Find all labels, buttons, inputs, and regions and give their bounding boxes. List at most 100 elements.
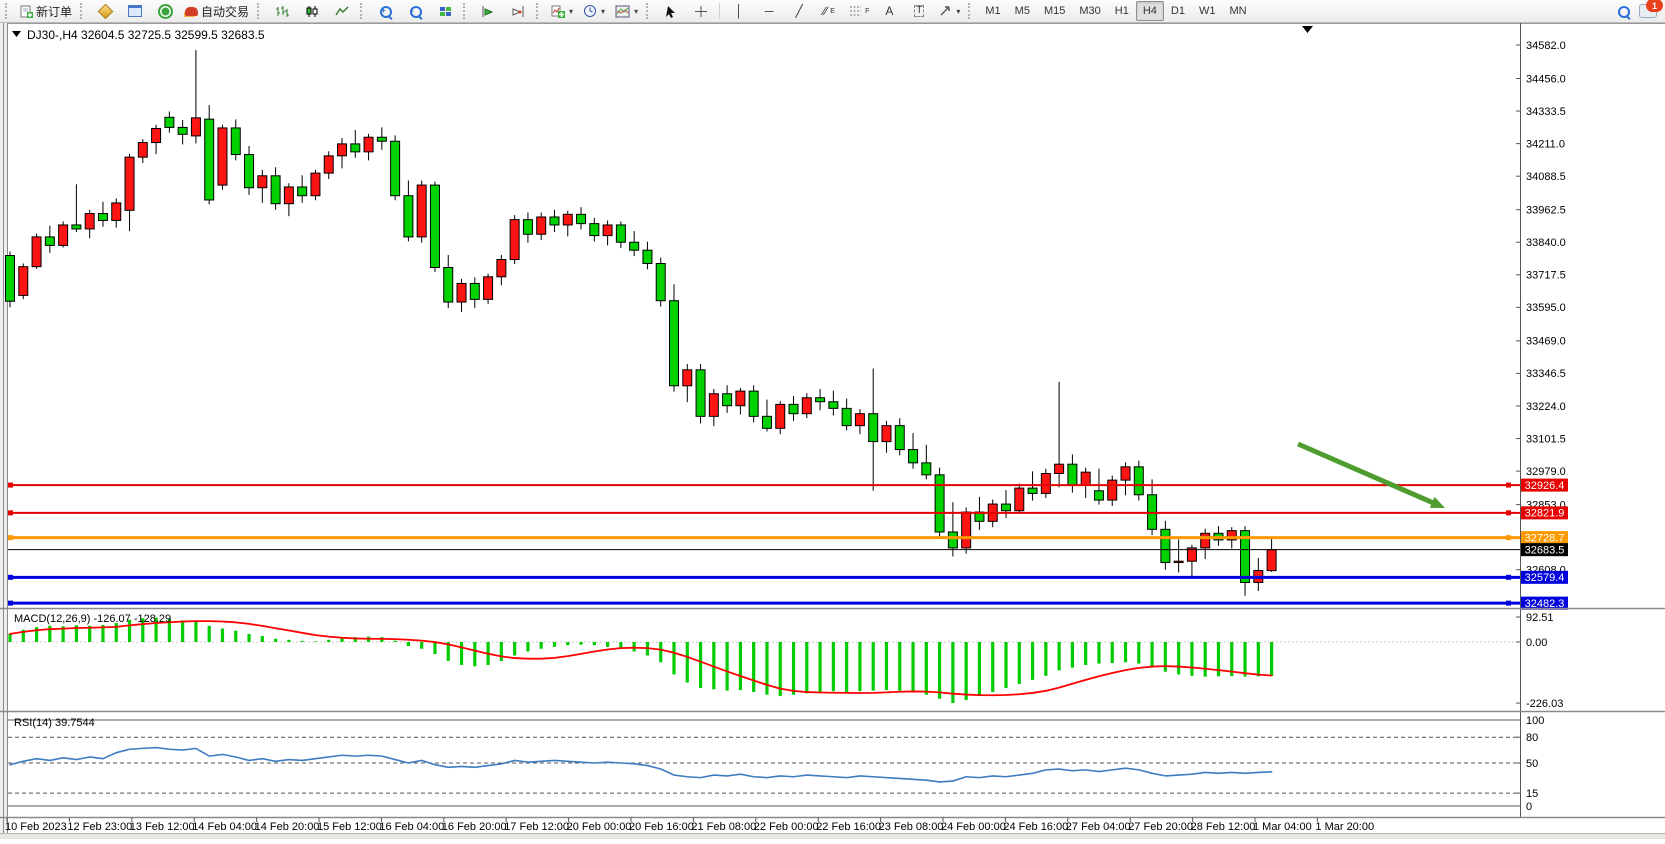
toolbar-grip	[80, 3, 87, 19]
svg-text:24 Feb 16:00: 24 Feb 16:00	[1003, 821, 1068, 833]
window-marker-icon	[1302, 26, 1313, 33]
toolbar-grip	[257, 3, 264, 19]
cursor-button[interactable]	[657, 0, 685, 22]
indicators-icon	[551, 5, 566, 18]
timeframe-m30[interactable]: M30	[1079, 5, 1101, 17]
zoom-in-button[interactable]: +	[371, 0, 399, 22]
fibonacci-button[interactable]: F	[845, 0, 873, 22]
svg-text:20 Feb 00:00: 20 Feb 00:00	[567, 821, 632, 833]
svg-text:32821.9: 32821.9	[1525, 508, 1565, 520]
horizontal-line-button[interactable]: ─	[755, 0, 783, 22]
market-watch-button[interactable]	[91, 0, 119, 22]
cursor-icon	[666, 5, 676, 18]
vertical-line-button[interactable]: │	[725, 0, 753, 22]
text-button[interactable]: A	[875, 0, 903, 22]
svg-text:24 Feb 00:00: 24 Feb 00:00	[941, 821, 1006, 833]
autotrading-button[interactable]: 自动交易	[181, 0, 253, 22]
data-window-icon	[128, 5, 143, 17]
candlestick-chart-button[interactable]	[298, 0, 326, 22]
chart-canvas[interactable]: DJ30-,H4 32604.5 32725.5 32599.5 32683.5…	[0, 23, 1665, 839]
notifications-icon[interactable]: 1	[1639, 0, 1663, 18]
equidistant-channel-icon: ∕∕	[823, 4, 828, 18]
crosshair-icon	[695, 5, 708, 17]
svg-text:DJ30-,H4 32604.5 32725.5 3259: DJ30-,H4 32604.5 32725.5 32599.5 32683.5	[27, 28, 265, 42]
dropdown-caret: ▾	[634, 6, 639, 16]
arrows-button[interactable]: ▾	[935, 0, 964, 22]
svg-text:27 Feb 20:00: 27 Feb 20:00	[1128, 821, 1193, 833]
new-order-icon	[20, 5, 33, 18]
templates-button[interactable]: ▾	[611, 0, 642, 22]
svg-text:33717.5: 33717.5	[1526, 270, 1566, 282]
svg-text:34211.0: 34211.0	[1526, 138, 1565, 150]
text-icon: A	[885, 4, 894, 18]
svg-text:32926.4: 32926.4	[1525, 480, 1565, 492]
bottom-strip	[0, 833, 1665, 839]
bar-chart-button[interactable]	[268, 0, 296, 22]
chart-window[interactable]: DJ30-,H4 32604.5 32725.5 32599.5 32683.5…	[0, 23, 1665, 839]
templates-icon	[615, 5, 630, 17]
svg-text:32683.5: 32683.5	[1525, 544, 1565, 556]
timeframe-m1[interactable]: M1	[985, 5, 1001, 17]
line-chart-button[interactable]	[328, 0, 356, 22]
dropdown-caret: ▾	[569, 6, 574, 16]
toolbar-grip	[968, 3, 975, 19]
svg-text:33469.0: 33469.0	[1526, 336, 1566, 348]
svg-text:33101.5: 33101.5	[1526, 433, 1566, 445]
timeframe-w1[interactable]: W1	[1198, 5, 1216, 17]
timeframe-d1[interactable]: D1	[1170, 5, 1185, 17]
toolbar-grip	[536, 3, 543, 19]
data-window-button[interactable]	[121, 0, 149, 22]
text-label-button[interactable]: T	[905, 0, 933, 22]
timeframe-m5[interactable]: M5	[1014, 5, 1030, 17]
zoom-out-icon: -	[409, 5, 423, 20]
timeframe-m15[interactable]: M15	[1043, 5, 1066, 17]
svg-text:34582.0: 34582.0	[1526, 40, 1566, 52]
svg-text:14 Feb 20:00: 14 Feb 20:00	[255, 821, 320, 833]
pane-separators[interactable]	[0, 607, 1665, 819]
search-icon[interactable]	[1618, 5, 1631, 20]
chart-shift-button[interactable]	[504, 0, 532, 22]
svg-text:80: 80	[1526, 732, 1538, 744]
crosshair-button[interactable]	[687, 0, 715, 22]
horizontal-line-icon: ─	[764, 4, 774, 18]
indicators-button[interactable]: ▾	[547, 0, 577, 22]
bar-chart-icon	[276, 5, 290, 17]
svg-text:32728.7: 32728.7	[1525, 532, 1565, 544]
toolbar-grip	[5, 3, 12, 19]
svg-text:-226.03: -226.03	[1526, 698, 1563, 710]
channel-button[interactable]: ∕∕ E	[823, 4, 835, 18]
timeframe-h4[interactable]: H4	[1135, 1, 1164, 21]
tile-windows-button[interactable]	[431, 0, 459, 22]
timeframe-mn[interactable]: MN	[1229, 5, 1247, 17]
toolbar-grip	[360, 3, 367, 19]
svg-text:33962.5: 33962.5	[1526, 204, 1566, 216]
navigator-button[interactable]	[151, 0, 179, 22]
svg-text:33346.5: 33346.5	[1526, 368, 1566, 380]
collapse-triangle-icon	[12, 31, 21, 37]
svg-text:12 Feb 23:00: 12 Feb 23:00	[67, 821, 132, 833]
autotrading-icon	[185, 6, 199, 16]
toolbar-grip	[463, 3, 470, 19]
trendline-button[interactable]: ╱	[785, 0, 813, 22]
periods-clock-icon	[584, 5, 597, 17]
level-lines[interactable]	[8, 482, 1520, 606]
macd-pane: MACD(12,26,9) -126.07 -128.29 92.51 0.00 -2…	[8, 612, 1563, 710]
timeframe-h1[interactable]: H1	[1114, 5, 1129, 17]
svg-text:1 Mar 04:00: 1 Mar 04:00	[1253, 821, 1312, 833]
svg-text:0: 0	[1526, 801, 1532, 813]
arrows-icon	[940, 6, 951, 16]
main-toolbar: 新订单 自动交易 + - ▾ ▾ ▾ │	[0, 0, 1665, 23]
timeframe-bar: M1 M5 M15 M30 H1 H4 D1 W1 MN	[978, 1, 1253, 21]
zoom-out-button[interactable]: -	[401, 0, 429, 22]
svg-text:13 Feb 12:00: 13 Feb 12:00	[130, 821, 195, 833]
auto-scroll-button[interactable]	[474, 0, 502, 22]
svg-text:34088.5: 34088.5	[1526, 171, 1566, 183]
svg-text:23 Feb 08:00: 23 Feb 08:00	[879, 821, 944, 833]
new-order-button[interactable]: 新订单	[16, 0, 76, 22]
periods-button[interactable]: ▾	[579, 0, 609, 22]
svg-text:15: 15	[1526, 788, 1538, 800]
svg-text:14 Feb 04:00: 14 Feb 04:00	[192, 821, 257, 833]
trend-arrow[interactable]	[1297, 441, 1445, 508]
rsi-pane: RSI(14) 39.7544 100 80 50 150	[8, 715, 1544, 813]
